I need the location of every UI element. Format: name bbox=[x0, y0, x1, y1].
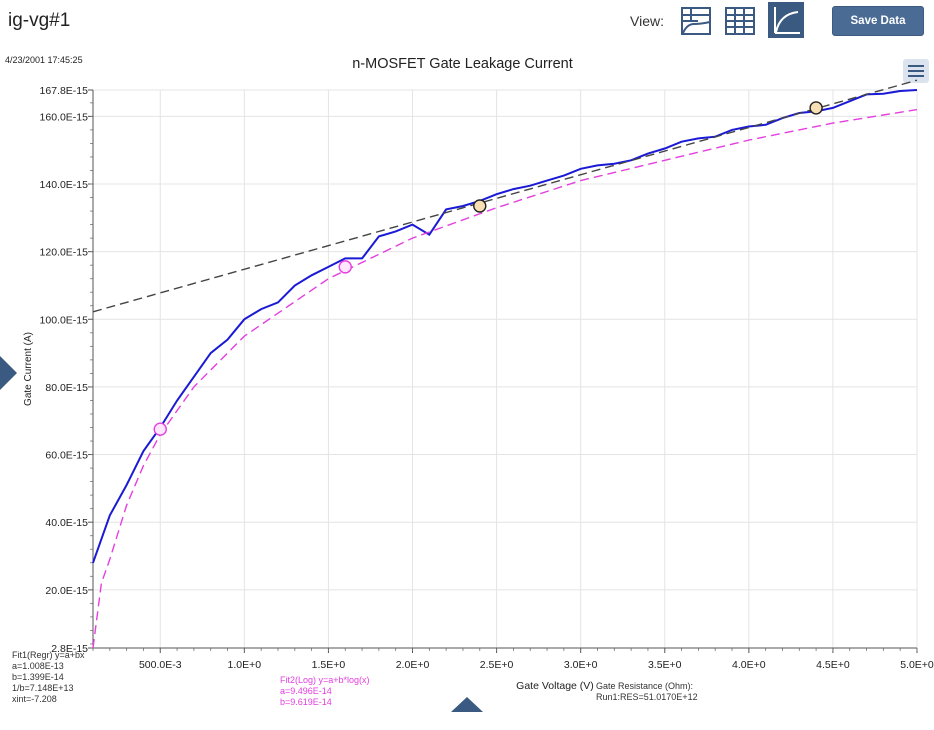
x-tick-label: 1.5E+0 bbox=[312, 659, 346, 671]
chart-menu-button[interactable] bbox=[903, 59, 929, 83]
resistance-line: Run1:RES=51.0170E+12 bbox=[596, 692, 698, 702]
y-tick-label: 80.0E-15 bbox=[45, 382, 88, 394]
fit1-line: 1/b=7.148E+13 bbox=[12, 683, 74, 693]
fit2-line: b=9.619E-14 bbox=[280, 697, 332, 707]
fit2-marker bbox=[338, 260, 352, 274]
table-grid-icon bbox=[725, 7, 755, 35]
series-layer bbox=[92, 79, 918, 649]
hamburger-menu-icon bbox=[908, 65, 924, 77]
fit2-line: a=9.496E-14 bbox=[280, 686, 332, 696]
sheet-chart-view-button[interactable] bbox=[678, 2, 714, 38]
expand-left-panel-arrow[interactable] bbox=[0, 356, 17, 390]
graph-view-button[interactable] bbox=[768, 2, 804, 38]
view-label: View: bbox=[630, 13, 664, 29]
label-layer: 500.0E-3 1.0E+0 1.5E+0 2.0E+0 2.5E+0 3.0E+0 3.… bbox=[23, 85, 934, 692]
x-tick-label: 1.0E+0 bbox=[228, 659, 262, 671]
x-tick-label: 2.5E+0 bbox=[480, 659, 514, 671]
fit1-series-line bbox=[92, 79, 918, 313]
fit2-marker bbox=[153, 422, 167, 436]
y-tick-label: 140.0E-15 bbox=[40, 179, 89, 191]
gate-resistance-results: Gate Resistance (Ohm): Run1:RES=51.0170E… bbox=[596, 681, 698, 703]
table-view-button[interactable] bbox=[722, 2, 758, 38]
app-title: ig-vg#1 bbox=[8, 10, 71, 31]
fit1-results: Fit1(Regr) y=a+bx a=1.008E-13 b=1.399E-1… bbox=[12, 650, 85, 705]
y-tick-label: 20.0E-15 bbox=[45, 585, 88, 597]
x-tick-label: 4.0E+0 bbox=[732, 659, 766, 671]
save-data-button[interactable]: Save Data bbox=[832, 6, 924, 36]
fit1-line: a=1.008E-13 bbox=[12, 661, 64, 671]
fit1-line: xint=-7.208 bbox=[12, 694, 57, 704]
x-tick-label: 500.0E-3 bbox=[139, 659, 182, 671]
x-tick-label: 2.0E+0 bbox=[396, 659, 430, 671]
timestamp: 4/23/2001 17:45:25 bbox=[5, 55, 83, 65]
x-tick-label: 3.5E+0 bbox=[648, 659, 682, 671]
y-tick-label: 60.0E-15 bbox=[45, 450, 88, 462]
y-tick-label: 120.0E-15 bbox=[40, 247, 89, 259]
fit1-marker bbox=[473, 199, 487, 213]
axes-layer bbox=[88, 89, 918, 653]
chart-title: n-MOSFET Gate Leakage Current bbox=[352, 56, 573, 72]
fit2-series-line bbox=[92, 108, 918, 649]
marker-layer bbox=[153, 101, 823, 436]
x-tick-label: 3.0E+0 bbox=[564, 659, 598, 671]
x-tick-label: 5.0E+0 bbox=[900, 659, 934, 671]
fit1-marker bbox=[809, 101, 823, 115]
y-axis-title: Gate Current (A) bbox=[23, 332, 34, 406]
y-tick-label: 2.8E-15 bbox=[51, 643, 88, 655]
expand-bottom-panel-arrow[interactable] bbox=[451, 697, 483, 712]
resistance-line: Gate Resistance (Ohm): bbox=[596, 681, 694, 691]
fit2-line: Fit2(Log) y=a+b*log(x) bbox=[280, 675, 370, 685]
y-tick-label: 40.0E-15 bbox=[45, 517, 88, 529]
measured-series-line bbox=[92, 89, 918, 564]
graph-curve-icon bbox=[774, 7, 800, 34]
x-axis-title: Gate Voltage (V) bbox=[516, 680, 594, 692]
y-tick-label: 167.8E-15 bbox=[40, 85, 89, 97]
fit1-line: b=1.399E-14 bbox=[12, 672, 64, 682]
fit1-line: Fit1(Regr) y=a+bx bbox=[12, 650, 85, 660]
x-tick-label: 4.5E+0 bbox=[816, 659, 850, 671]
grid-layer bbox=[93, 89, 918, 649]
y-tick-label: 100.0E-15 bbox=[40, 314, 89, 326]
sheet-chart-icon bbox=[681, 7, 711, 35]
fit2-results: Fit2(Log) y=a+b*log(x) a=9.496E-14 b=9.6… bbox=[280, 675, 370, 708]
y-tick-label: 160.0E-15 bbox=[40, 111, 89, 123]
